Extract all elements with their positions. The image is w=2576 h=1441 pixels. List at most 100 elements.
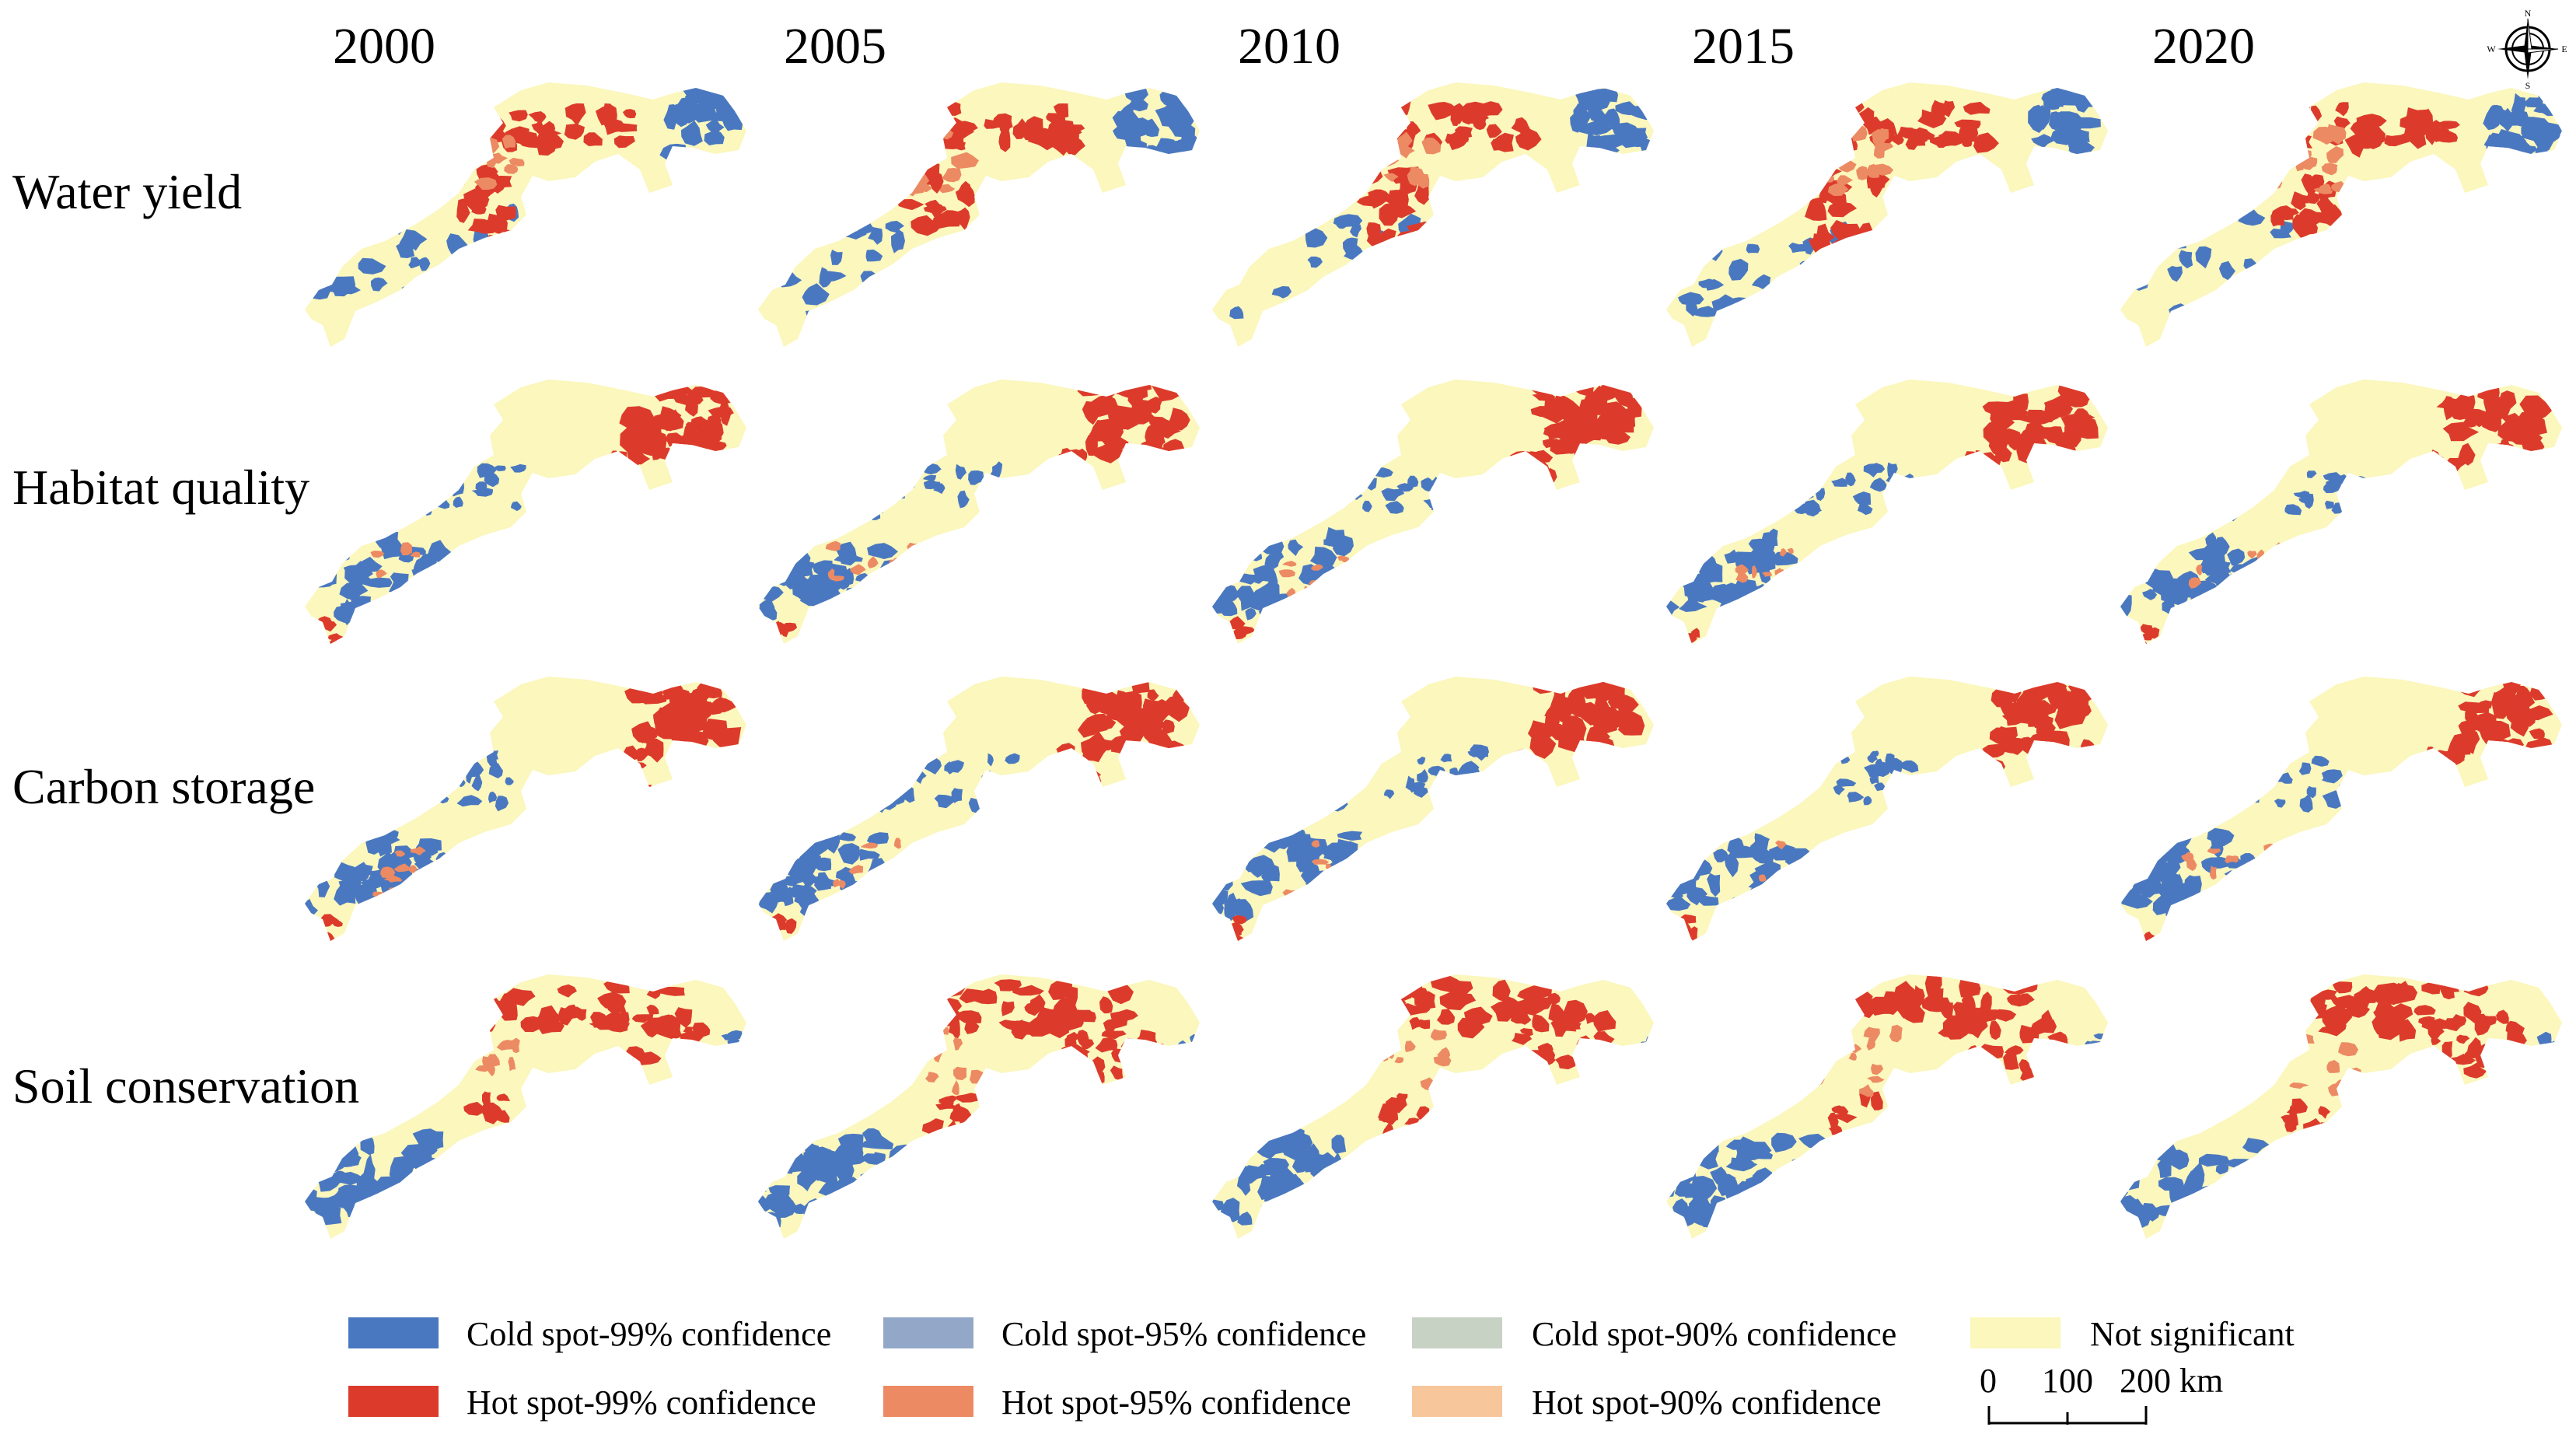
- hotspot-patch: [498, 237, 513, 249]
- hotspot-patch: [437, 1198, 456, 1211]
- hotspot-patch: [951, 1080, 959, 1096]
- hotspot-patch: [2303, 493, 2314, 509]
- hotspot-patch: [1767, 491, 1778, 505]
- hotspot-patch: [464, 156, 475, 167]
- hotspot-patch: [1823, 597, 1832, 613]
- hotspot-patch: [1777, 580, 1802, 596]
- hotspot-patch: [338, 878, 362, 898]
- hotspot-patch: [1089, 426, 1115, 438]
- hotspot-patch: [1686, 929, 1696, 936]
- hotspot-patch: [456, 850, 465, 860]
- hotspot-patch: [2058, 695, 2080, 719]
- hotspot-patch: [1763, 586, 1779, 600]
- hotspot-patch: [1639, 1041, 1654, 1048]
- hotspot-patch: [963, 229, 974, 241]
- hotspot-patch: [1092, 442, 1125, 463]
- hotspot-patch: [900, 306, 924, 327]
- hotspot-patch: [1802, 499, 1821, 517]
- hotspot-patch: [1335, 993, 1368, 1013]
- hotspot-patch: [1327, 1173, 1344, 1202]
- hotspot-patch: [535, 134, 557, 156]
- hotspot-patch: [883, 589, 896, 603]
- hotspot-patch: [1794, 859, 1804, 870]
- hotspot-patch: [1168, 407, 1190, 431]
- hotspot-patch: [1562, 1013, 1585, 1021]
- hotspot-patch: [2177, 1193, 2200, 1207]
- hotspot-patch: [2419, 762, 2440, 773]
- hotspot-patch: [2437, 124, 2449, 138]
- hotspot-patch: [1340, 893, 1358, 905]
- hotspot-patch: [1688, 215, 1715, 229]
- hotspot-patch: [509, 1127, 520, 1142]
- hotspot-patch: [1060, 768, 1070, 778]
- hotspot-patch: [2203, 596, 2227, 614]
- hotspot-patch: [1304, 586, 1309, 595]
- hotspot-patch: [2316, 198, 2336, 215]
- hotspot-patch: [1869, 477, 1887, 492]
- hotspot-patch: [312, 537, 327, 558]
- hotspot-patch: [1525, 451, 1543, 467]
- row-label-water-yield: Water yield: [12, 164, 243, 219]
- hotspot-patch: [428, 1170, 449, 1189]
- hotspot-patch: [881, 177, 894, 194]
- hotspot-patch: [1312, 596, 1320, 604]
- hotspot-patch: [900, 180, 912, 196]
- hotspot-patch: [1103, 1019, 1117, 1037]
- hotspot-patch: [769, 825, 796, 842]
- hotspot-patch: [423, 597, 460, 609]
- hotspot-patch: [907, 1044, 917, 1055]
- hotspot-patch: [1378, 1102, 1399, 1123]
- hotspot-patch: [1824, 890, 1837, 897]
- hotspot-patch: [451, 108, 481, 128]
- hotspot-patch: [2286, 1006, 2308, 1023]
- hotspot-patch: [1748, 547, 1776, 572]
- hotspot-patch: [2263, 999, 2289, 1024]
- hotspot-patch: [1688, 1194, 1716, 1219]
- hotspot-patch: [858, 1196, 872, 1208]
- hotspot-patch: [1831, 477, 1849, 487]
- hotspot-patch: [1357, 883, 1364, 897]
- hotspot-patch: [497, 1110, 510, 1123]
- hotspot-patch: [1943, 100, 1956, 117]
- hotspot-patch: [1917, 109, 1947, 128]
- hotspot-patch: [1463, 1006, 1493, 1025]
- hotspot-patch: [665, 432, 683, 447]
- hotspot-patch: [867, 556, 879, 568]
- hotspot-patch: [1777, 890, 1788, 903]
- hotspot-patch: [1437, 1047, 1450, 1059]
- year-header-2005: 2005: [784, 18, 886, 75]
- hotspot-patch: [1863, 463, 1882, 477]
- hotspot-patch: [1414, 786, 1428, 798]
- hotspot-patch: [1857, 502, 1873, 516]
- hotspot-patch: [758, 1173, 767, 1195]
- hotspot-patch: [2263, 1060, 2277, 1066]
- hotspot-patch: [914, 1045, 934, 1059]
- hotspot-patch: [370, 551, 385, 558]
- hotspot-patch: [1331, 1135, 1347, 1154]
- hotspot-patch: [2324, 500, 2334, 509]
- hotspot-patch: [1788, 1188, 1818, 1205]
- hotspot-patch: [2309, 995, 2326, 1020]
- hotspot-patch: [1840, 999, 1859, 1016]
- hotspot-patch: [1119, 723, 1145, 745]
- hotspot-patch: [1453, 797, 1466, 807]
- hotspot-patch: [2232, 574, 2267, 598]
- hotspot-patch: [422, 587, 442, 597]
- hotspot-patch: [2258, 1004, 2289, 1015]
- hotspot-patch: [1599, 421, 1624, 442]
- hotspot-patch: [486, 1054, 500, 1067]
- hotspot-patch: [1973, 132, 1999, 153]
- hotspot-patch: [1976, 458, 1988, 473]
- hotspot-patch: [622, 109, 637, 119]
- hotspot-patch: [2198, 1153, 2229, 1167]
- hotspot-patch: [456, 1016, 486, 1032]
- hotspot-patch: [418, 257, 431, 271]
- hotspot-patch: [1479, 781, 1494, 792]
- hotspot-patch: [496, 1040, 513, 1051]
- hotspot-patch: [636, 726, 649, 743]
- legend-label-hot95: Hot spot-95% confidence: [1001, 1383, 1351, 1422]
- hotspot-patch: [463, 864, 477, 875]
- hotspot-patch: [408, 257, 421, 269]
- hotspot-patch: [474, 838, 484, 846]
- hotspot-patch: [1377, 987, 1405, 1009]
